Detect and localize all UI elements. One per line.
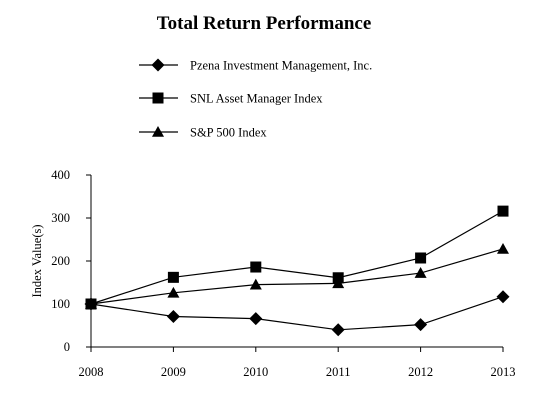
data-point-diamond xyxy=(414,318,428,332)
data-point-triangle xyxy=(332,277,345,289)
series-triangle xyxy=(85,242,509,309)
legend-label: SNL Asset Manager Index xyxy=(190,92,323,106)
data-point-triangle xyxy=(414,267,427,278)
legend-marker-diamond xyxy=(151,58,165,72)
chart-title: Total Return Performance xyxy=(157,13,372,34)
data-point-diamond xyxy=(331,323,345,337)
data-point-triangle xyxy=(85,298,97,309)
legend-label: S&P 500 Index xyxy=(190,126,267,140)
data-point-triangle xyxy=(497,242,509,254)
series-line xyxy=(90,296,504,331)
chart-ticks: 2008 2009 2010 2011 2012 2013 0 100 200 300 400 xyxy=(51,168,515,379)
y-tick-label: 0 xyxy=(64,340,70,354)
data-point-square xyxy=(497,205,509,217)
chart-legend: Pzena Investment Management, Inc. SNL Ass… xyxy=(139,58,372,140)
plot-area xyxy=(84,205,510,337)
data-point-triangle xyxy=(167,286,180,298)
x-tick-label: 2008 xyxy=(79,365,104,379)
legend-item: SNL Asset Manager Index xyxy=(139,92,323,106)
data-point-diamond xyxy=(166,309,180,323)
series-diamond xyxy=(84,290,510,337)
series-line xyxy=(90,210,504,305)
data-point-diamond xyxy=(496,290,510,304)
y-tick-label: 200 xyxy=(51,254,70,268)
x-tick-label: 2010 xyxy=(243,365,268,379)
series-line xyxy=(90,248,504,305)
data-point-triangle xyxy=(249,278,262,290)
series-square xyxy=(85,205,509,310)
legend-item: Pzena Investment Management, Inc. xyxy=(139,58,372,73)
y-tick-label: 100 xyxy=(51,297,70,311)
data-point-square xyxy=(250,261,262,273)
x-tick-label: 2012 xyxy=(408,365,433,379)
legend-marker-triangle xyxy=(152,126,164,137)
y-tick-label: 400 xyxy=(51,168,70,182)
legend-item: S&P 500 Index xyxy=(139,126,267,140)
x-tick-label: 2011 xyxy=(326,365,351,379)
y-axis-label: Index Value(s) xyxy=(30,224,44,297)
legend-marker-square xyxy=(152,92,164,104)
x-tick-label: 2013 xyxy=(491,365,516,379)
data-point-square xyxy=(167,271,179,283)
x-tick-label: 2009 xyxy=(161,365,186,379)
legend-label: Pzena Investment Management, Inc. xyxy=(190,59,372,73)
data-point-square xyxy=(415,252,427,264)
y-tick-label: 300 xyxy=(51,211,70,225)
data-point-diamond xyxy=(249,312,263,326)
